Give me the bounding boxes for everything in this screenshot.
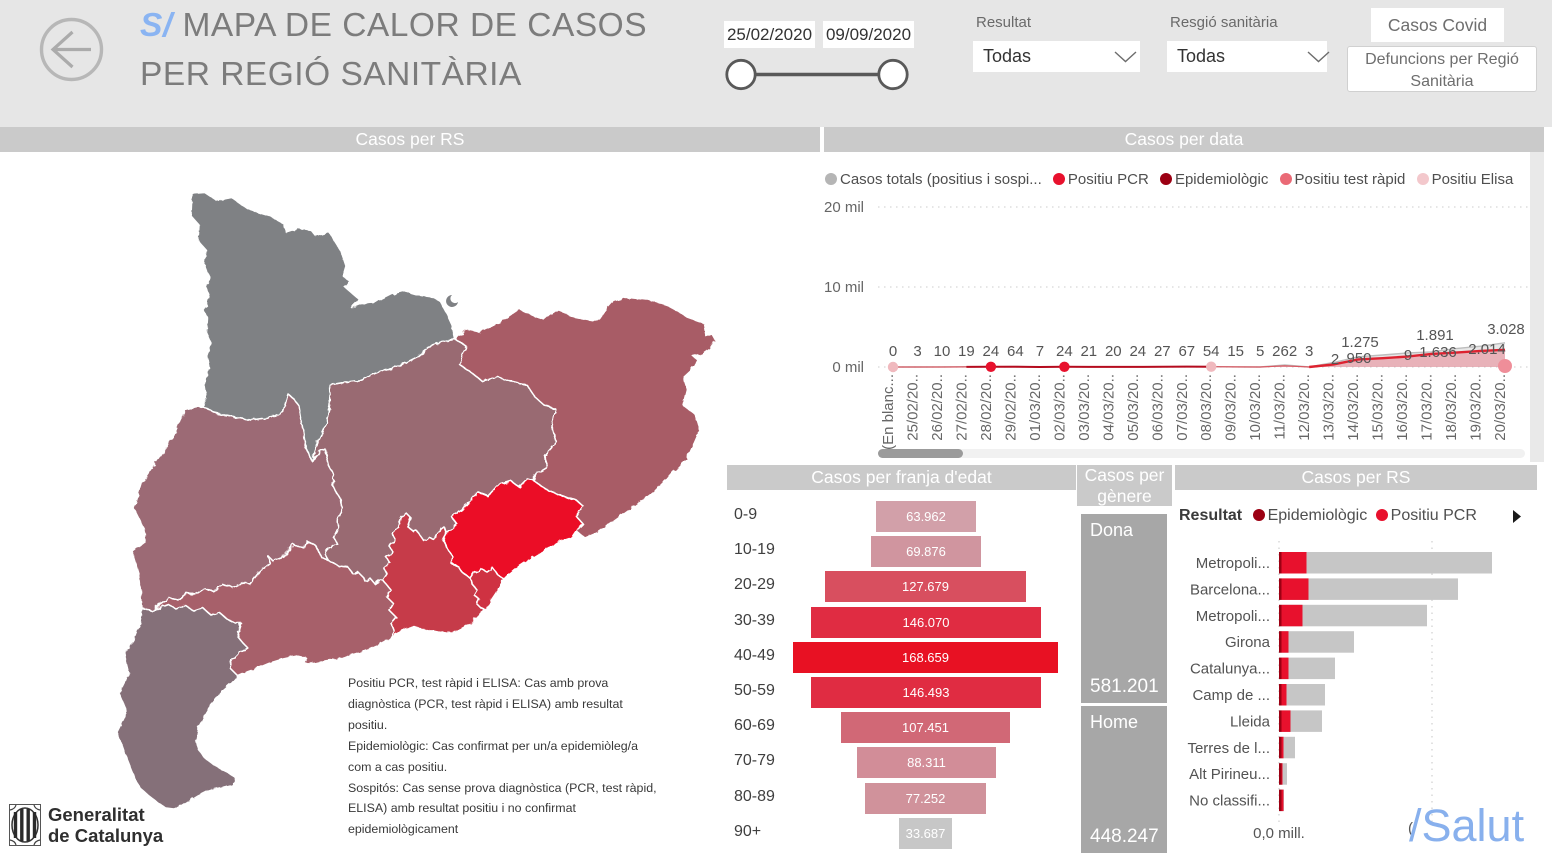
svg-text:24: 24: [1129, 343, 1146, 360]
svg-text:20/03/20..: 20/03/20..: [1492, 374, 1509, 441]
svg-text:950: 950: [1346, 350, 1371, 367]
svg-text:11/03/20..: 11/03/20..: [1272, 374, 1289, 440]
svg-text:21: 21: [1080, 343, 1097, 360]
svg-text:05/03/20..: 05/03/20..: [1125, 374, 1142, 441]
svg-text:3: 3: [1305, 343, 1313, 360]
svg-text:14/03/20..: 14/03/20..: [1345, 374, 1362, 441]
svg-text:04/03/20..: 04/03/20..: [1100, 374, 1117, 441]
svg-text:No classifi...: No classifi...: [1189, 793, 1270, 810]
svg-text:Barcelona...: Barcelona...: [1190, 581, 1270, 598]
svg-text:24: 24: [983, 343, 1000, 360]
svg-text:Terres de l...: Terres de l...: [1187, 740, 1270, 757]
svg-text:13/03/20..: 13/03/20..: [1321, 374, 1338, 441]
svg-text:29/02/20..: 29/02/20..: [1002, 374, 1019, 441]
svg-text:10: 10: [934, 343, 951, 360]
svg-text:54: 54: [1203, 343, 1220, 360]
svg-text:1.636: 1.636: [1419, 344, 1457, 361]
svg-text:1.275: 1.275: [1341, 334, 1379, 351]
svg-text:0: 0: [889, 343, 897, 360]
svg-text:27: 27: [1154, 343, 1171, 360]
svg-text:15: 15: [1227, 343, 1244, 360]
svg-text:Catalunya...: Catalunya...: [1190, 661, 1270, 678]
svg-text:12/03/20..: 12/03/20..: [1296, 374, 1313, 441]
svg-text:01/03/20..: 01/03/20..: [1027, 374, 1044, 441]
svg-text:28/02/20..: 28/02/20..: [978, 374, 995, 441]
svg-text:7: 7: [1036, 343, 1044, 360]
svg-text:10/03/20..: 10/03/20..: [1247, 374, 1264, 441]
svg-text:262: 262: [1272, 343, 1297, 360]
svg-text:3: 3: [913, 343, 921, 360]
svg-text:64: 64: [1007, 343, 1024, 360]
svg-text:27/02/20..: 27/02/20..: [953, 374, 970, 441]
svg-text:26/02/20..: 26/02/20..: [929, 374, 946, 441]
svg-text:10 mil: 10 mil: [824, 279, 864, 296]
svg-text:2: 2: [1331, 351, 1339, 368]
svg-text:Lleida: Lleida: [1230, 713, 1271, 730]
svg-text:03/03/20..: 03/03/20..: [1076, 374, 1093, 441]
svg-text:06/03/20..: 06/03/20..: [1149, 374, 1166, 441]
svg-text:20 mil: 20 mil: [824, 199, 864, 216]
svg-text:20: 20: [1105, 343, 1122, 360]
svg-text:(En blanc...: (En blanc...: [880, 374, 897, 450]
svg-text:18/03/20..: 18/03/20..: [1443, 374, 1460, 441]
svg-text:02/03/20..: 02/03/20..: [1051, 374, 1068, 441]
svg-text:3.028: 3.028: [1487, 321, 1525, 338]
svg-text:19/03/20..: 19/03/20..: [1468, 374, 1485, 441]
svg-text:16/03/20..: 16/03/20..: [1394, 374, 1411, 441]
svg-text:Metropoli...: Metropoli...: [1196, 608, 1270, 625]
svg-text:19: 19: [958, 343, 975, 360]
svg-text:Camp de ...: Camp de ...: [1192, 687, 1270, 704]
svg-text:67: 67: [1178, 343, 1195, 360]
svg-text:0 mil: 0 mil: [832, 359, 864, 376]
svg-text:(: (: [1408, 820, 1413, 837]
svg-text:08/03/20..: 08/03/20..: [1198, 374, 1215, 441]
svg-text:24: 24: [1056, 343, 1073, 360]
svg-text:25/02/20..: 25/02/20..: [905, 374, 922, 441]
svg-text:1.891: 1.891: [1416, 327, 1454, 344]
svg-text:0,0 mill.: 0,0 mill.: [1253, 825, 1305, 842]
svg-text:Alt Pirineu...: Alt Pirineu...: [1189, 766, 1270, 783]
svg-text:Girona: Girona: [1225, 634, 1271, 651]
svg-text:09/03/20..: 09/03/20..: [1223, 374, 1240, 441]
svg-text:2.014: 2.014: [1468, 341, 1506, 358]
svg-text:17/03/20..: 17/03/20..: [1419, 374, 1436, 441]
svg-text:9: 9: [1404, 347, 1412, 364]
svg-text:15/03/20..: 15/03/20..: [1370, 374, 1387, 441]
svg-text:5: 5: [1256, 343, 1264, 360]
svg-text:07/03/20..: 07/03/20..: [1174, 374, 1191, 441]
svg-text:Metropoli...: Metropoli...: [1196, 555, 1270, 572]
